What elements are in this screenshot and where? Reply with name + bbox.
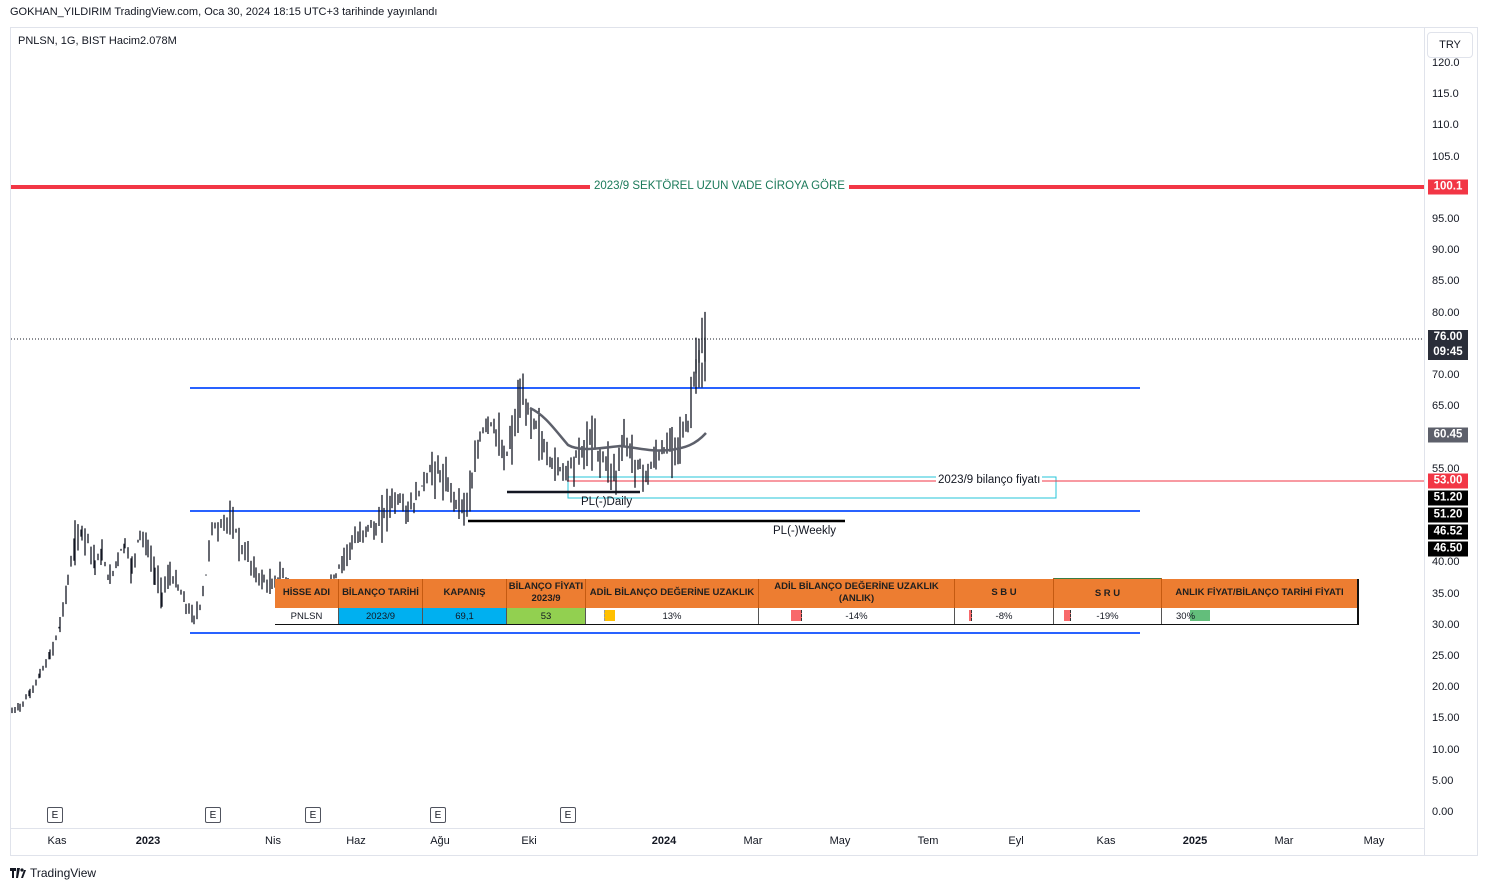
table-row: PNLSN 2023/9 69,1 53 13% -14% -8% -19% 3…: [275, 608, 1359, 625]
price-tick: 80.00: [1432, 306, 1460, 319]
header-adil-uzaklik: ADİL BİLANÇO DEĞERİNE UZAKLIK: [585, 578, 759, 608]
table-header-row: HİSSE ADI BİLANÇO TARİHİ KAPANIŞ BİLANÇO…: [275, 578, 1359, 608]
cell-anlik-fiyat-value: 30%: [1176, 610, 1196, 622]
time-label: Kas: [1096, 835, 1116, 847]
header-sbu: S B U: [954, 578, 1054, 608]
cell-hisse-adi: PNLSN: [275, 608, 339, 625]
price-tick: 40.00: [1432, 556, 1460, 569]
price-tag: 46.52: [1428, 524, 1468, 540]
pl-daily-label: PL(-)Daily: [581, 496, 633, 508]
earnings-badge-icon[interactable]: E: [430, 807, 446, 823]
databar-positive: [604, 610, 615, 621]
price-tick: 70.00: [1432, 369, 1460, 382]
header-kapanis: KAPANIŞ: [422, 578, 507, 608]
price-tick: 35.00: [1432, 587, 1460, 600]
price-tick: 30.00: [1432, 618, 1460, 631]
currency-button[interactable]: TRY: [1427, 32, 1473, 58]
header-adil-uzaklik-anlik: ADİL BİLANÇO DEĞERİNE UZAKLIK (ANLIK): [758, 578, 955, 608]
databar-negative: [1064, 610, 1071, 621]
cell-kapanis: 69,1: [422, 608, 507, 625]
cell-bilanco-tarihi: 2023/9: [338, 608, 423, 625]
price-tick: 25.00: [1432, 649, 1460, 662]
earnings-badge-icon[interactable]: E: [305, 807, 321, 823]
price-tick: 95.00: [1432, 213, 1460, 226]
time-axis-divider: [11, 828, 1424, 829]
time-label: Eyl: [1008, 835, 1024, 847]
chart-pane[interactable]: [10, 27, 1478, 856]
tradingview-logo[interactable]: TradingView: [10, 866, 96, 880]
cell-sbu-value: -8%: [995, 610, 1013, 622]
earnings-badge-icon[interactable]: E: [560, 807, 576, 823]
header-sru: S R U: [1053, 578, 1162, 608]
cell-adil-uzaklik-anlik: -14%: [758, 608, 955, 625]
price-tick: 5.00: [1432, 774, 1454, 787]
price-chart[interactable]: [0, 0, 1424, 830]
price-tick: 20.00: [1432, 681, 1460, 694]
time-label: Nis: [265, 835, 281, 847]
price-tick: 120.0: [1432, 57, 1460, 69]
time-label: Eki: [521, 835, 537, 847]
time-label: Ağu: [430, 835, 450, 847]
time-label: Mar: [1274, 835, 1294, 847]
header-bilanco-fiyati: BİLANÇO FİYATI 2023/9: [506, 578, 586, 608]
time-label: 2025: [1182, 835, 1208, 847]
price-tick: 55.00: [1432, 462, 1460, 475]
price-tick: 15.00: [1432, 712, 1460, 725]
price-tick: 65.00: [1432, 400, 1460, 413]
balance-zone-box: [567, 476, 1057, 499]
pl-weekly-label: PL(-)Weekly: [773, 525, 837, 537]
price-tag: 51.20: [1428, 507, 1468, 523]
balance-table: HİSSE ADI BİLANÇO TARİHİ KAPANIŞ BİLANÇO…: [275, 578, 1359, 625]
price-axis-divider: [1424, 28, 1425, 855]
price-tag: 46.50: [1428, 541, 1468, 557]
price-tick: 90.00: [1432, 244, 1460, 257]
price-tick: 110.0: [1432, 119, 1459, 132]
published-header: GOKHAN_YILDIRIM TradingView.com, Oca 30,…: [10, 6, 438, 18]
price-tag: 100.1: [1428, 179, 1468, 195]
header-bilanco-tarihi: BİLANÇO TARİHİ: [338, 578, 423, 608]
price-tag: 51.20: [1428, 490, 1468, 506]
databar-negative: [969, 610, 972, 621]
tradingview-logo-icon: [10, 868, 26, 878]
time-label: Haz: [346, 835, 366, 847]
earnings-badge-icon[interactable]: E: [205, 807, 221, 823]
time-label: Mar: [743, 835, 763, 847]
header-hisse-adi: HİSSE ADI: [275, 578, 339, 608]
price-tick: 85.00: [1432, 275, 1460, 288]
cell-adil-uzaklik-anlik-value: -14%: [845, 610, 868, 622]
time-label: Kas: [47, 835, 67, 847]
price-tick: 105.0: [1432, 150, 1460, 163]
time-label: May: [1363, 835, 1385, 847]
time-label: 2024: [651, 835, 677, 847]
balance-price-label: 2023/9 bilanço fiyatı: [936, 474, 1043, 486]
moving-average-line: [529, 406, 707, 452]
tradingview-wordmark: TradingView: [30, 866, 97, 880]
time-label: Tem: [917, 835, 939, 847]
time-label: May: [829, 835, 851, 847]
price-tick: 10.00: [1432, 743, 1460, 756]
cell-sru-value: -19%: [1096, 610, 1119, 622]
cell-adil-uzaklik: 13%: [585, 608, 759, 625]
databar-negative: [791, 610, 802, 621]
price-tag: 76.00 09:45: [1428, 330, 1468, 360]
cell-sbu: -8%: [954, 608, 1054, 625]
cell-sru: -19%: [1053, 608, 1162, 625]
cell-anlik-fiyat: 30%: [1161, 608, 1359, 625]
time-label: 2023: [135, 835, 161, 847]
price-tick: 0.00: [1432, 806, 1454, 818]
header-anlik-fiyat: ANLIK FİYAT/BİLANÇO TARİHİ FİYATI: [1161, 578, 1359, 608]
sector-line-label: 2023/9 SEKTÖREL UZUN VADE CİROYA GÖRE: [590, 180, 849, 192]
price-tick: 115.0: [1432, 88, 1459, 101]
earnings-badge-icon[interactable]: E: [47, 807, 63, 823]
cell-bilanco-fiyati: 53: [506, 608, 586, 625]
symbol-legend[interactable]: PNLSN, 1G, BIST Hacim2.078M: [18, 35, 177, 47]
databar-positive: [1190, 610, 1210, 621]
cell-adil-uzaklik-value: 13%: [662, 610, 682, 622]
price-tag: 53.00: [1428, 473, 1468, 489]
price-tag: 60.45: [1428, 427, 1468, 443]
